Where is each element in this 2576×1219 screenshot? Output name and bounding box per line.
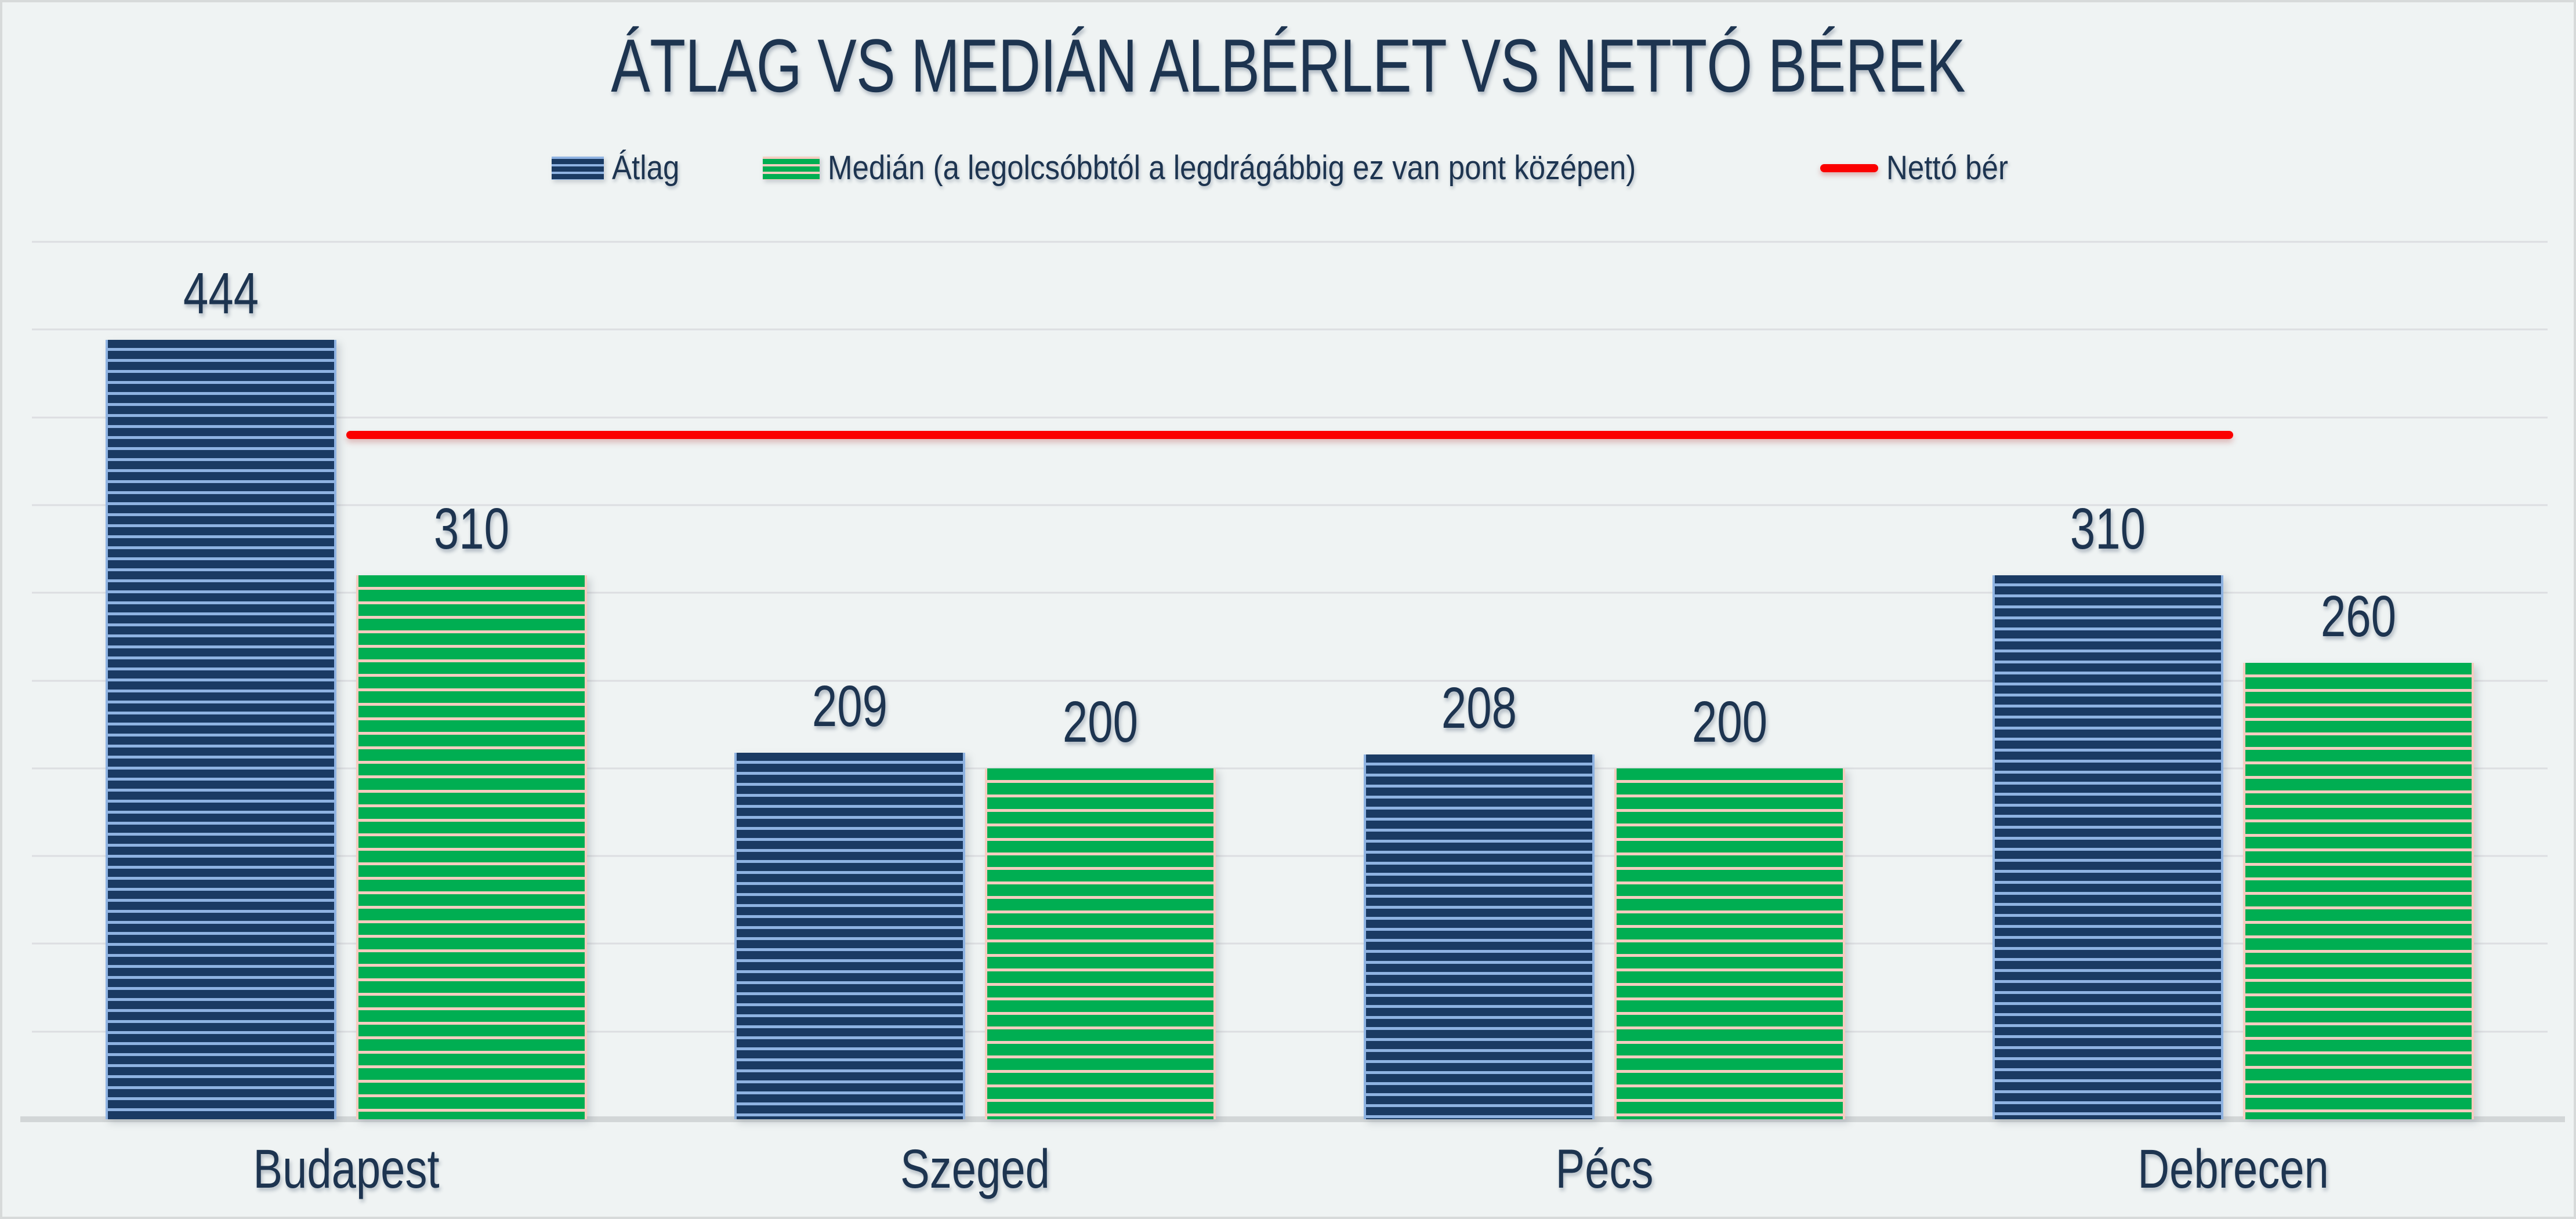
gridline — [32, 504, 2548, 506]
bar-median-szeged: 200 — [985, 690, 1216, 1119]
bar-atlag-budapest: 444 — [106, 261, 337, 1119]
legend-label-atlag: Átlag — [611, 149, 679, 187]
bar-median-pécs: 200 — [1614, 690, 1845, 1119]
gridline — [32, 328, 2548, 331]
bar-group-pécs: 208 200 — [1290, 242, 1919, 1119]
legend-item-median: Medián (a legolcsóbbtól a legdrágábbig e… — [762, 148, 1746, 187]
bar-median-budapest: 310 — [356, 496, 588, 1119]
gridline — [32, 416, 2548, 419]
legend-item-atlag: Átlag — [551, 148, 689, 187]
data-label: 310 — [434, 496, 510, 561]
gridline — [32, 241, 2548, 243]
category-label-budapest: Budapest — [253, 1138, 440, 1200]
gridline — [32, 592, 2548, 594]
bar-atlag-szeged: 209 — [734, 674, 966, 1119]
data-label: 209 — [812, 673, 888, 739]
legend-item-netto-ber: Nettó bér — [1820, 148, 2025, 187]
data-label: 260 — [2320, 584, 2396, 650]
category-label-szeged: Szeged — [900, 1138, 1050, 1200]
netto-ber-line — [346, 430, 2233, 439]
bar-group-debrecen: 310 260 — [1919, 242, 2548, 1119]
gridline — [32, 942, 2548, 945]
category-axis: Budapest Szeged Pécs Debrecen — [32, 1138, 2548, 1207]
data-label: 208 — [1441, 675, 1517, 741]
bar-group-budapest: 444 310 — [32, 242, 661, 1119]
gridline — [32, 1031, 2548, 1033]
data-label: 444 — [183, 261, 259, 326]
data-label: 200 — [1063, 689, 1139, 754]
category-label-debrecen: Debrecen — [2137, 1138, 2329, 1200]
legend-swatch-atlag-icon — [551, 156, 604, 180]
category-label-pécs: Pécs — [1555, 1138, 1654, 1200]
plot-area: 444 310 209 200 208 200 310 260 — [20, 241, 2565, 1122]
bar-atlag-pécs: 208 — [1363, 676, 1595, 1119]
legend-label-median: Medián (a legolcsóbbtól a legdrágábbig e… — [827, 149, 1636, 187]
gridline — [32, 680, 2548, 681]
legend: Átlag Medián (a legolcsóbbtól a legdrágá… — [2, 148, 2574, 187]
bar-atlag-debrecen: 310 — [1992, 496, 2223, 1119]
bar-group-szeged: 209 200 — [661, 242, 1289, 1119]
x-axis-line — [20, 1116, 2565, 1122]
chart-title: ÁTLAG VS MEDIÁN ALBÉRLET VS NETTÓ BÉREK — [611, 23, 1965, 108]
legend-label-netto-ber: Nettó bér — [1886, 149, 2008, 187]
gridline — [32, 767, 2548, 770]
legend-swatch-netto-ber-icon — [1820, 164, 1878, 172]
data-label: 310 — [2070, 496, 2146, 561]
data-label: 200 — [1691, 689, 1767, 754]
gridline — [32, 855, 2548, 857]
legend-swatch-median-icon — [762, 156, 820, 180]
bar-median-debrecen: 260 — [2242, 584, 2474, 1119]
